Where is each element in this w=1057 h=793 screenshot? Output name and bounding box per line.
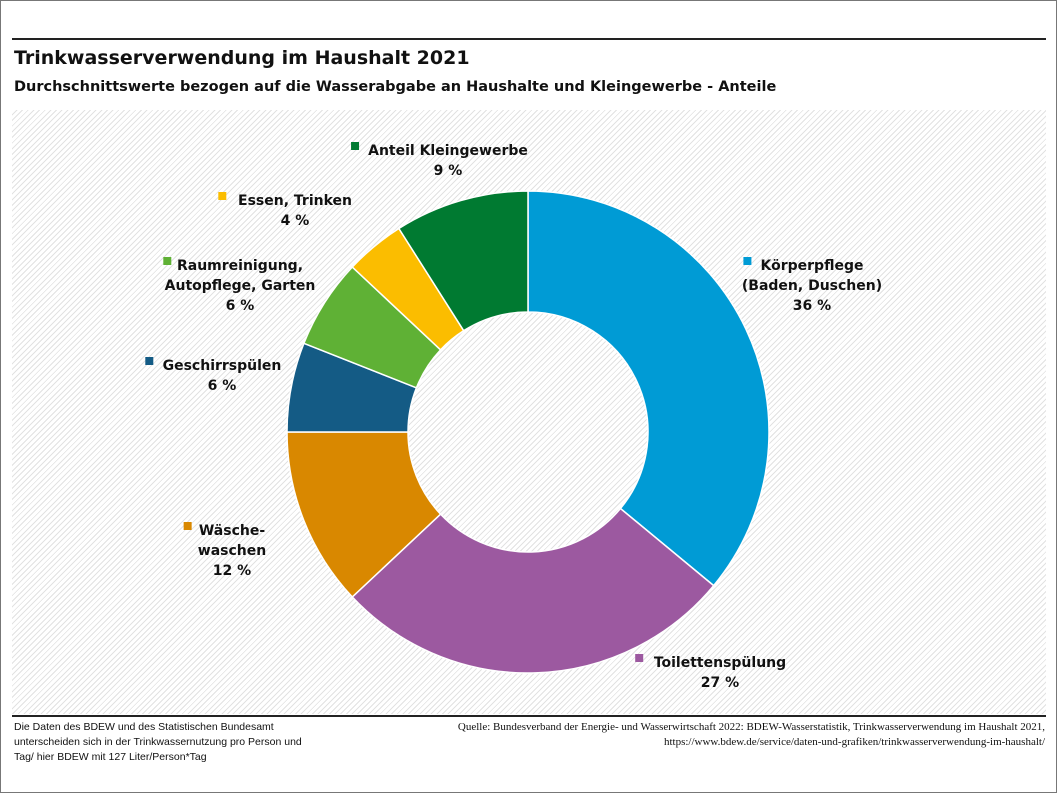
- source-line-2[interactable]: https://www.bdew.de/service/daten-und-gr…: [663, 736, 1045, 748]
- legend-swatch: [163, 257, 172, 265]
- slice-label-0: Körperpflege (Baden, Duschen) 36 %: [742, 257, 882, 314]
- slice-name: Körperpflege: [761, 258, 864, 274]
- source-line-1: Quelle: Bundesverband der Energie- und W…: [457, 721, 1045, 733]
- slice-label-4: Raumreinigung, Autopflege, Garten 6 %: [163, 257, 315, 314]
- legend-swatch: [218, 192, 227, 200]
- slice-name: waschen: [198, 543, 266, 559]
- source: Quelle: Bundesverband der Energie- und W…: [458, 720, 1045, 750]
- legend-swatch: [743, 257, 752, 265]
- slice-value: 6 %: [208, 378, 237, 394]
- slice-value: 4 %: [281, 213, 310, 229]
- slice-name: Anteil Kleingewerbe: [368, 143, 528, 159]
- slice-name: Autopflege, Garten: [165, 278, 316, 294]
- slice-value: 6 %: [226, 298, 255, 314]
- slice-value: 12 %: [213, 563, 251, 579]
- slice-1: [351, 507, 715, 674]
- footer-rule: [12, 715, 1046, 717]
- legend-swatch: [635, 654, 644, 662]
- slice-label-3: Geschirrspülen 6 %: [145, 357, 281, 394]
- slice-label-6: Anteil Kleingewerbe 9 %: [351, 142, 528, 179]
- legend-swatch: [351, 142, 360, 150]
- slice-0: [527, 190, 770, 587]
- slice-6: [397, 190, 529, 332]
- legend-swatch: [183, 522, 192, 530]
- slice-label-2: Wäsche-waschen 12 %: [183, 522, 266, 579]
- slice-name: Wäsche-: [199, 523, 265, 539]
- slice-2: [286, 431, 442, 599]
- slice-name: Geschirrspülen: [163, 358, 282, 374]
- slice-value: 27 %: [701, 675, 739, 691]
- slice-name: (Baden, Duschen): [742, 278, 882, 294]
- slice-value: 9 %: [434, 163, 463, 179]
- slice-name: Raumreinigung,: [177, 258, 303, 274]
- slice-value: 36 %: [793, 298, 831, 314]
- slice-label-1: Toilettenspülung 27 %: [635, 654, 786, 691]
- top-rule: [12, 38, 1046, 40]
- slice-label-5: Essen, Trinken 4 %: [218, 192, 352, 229]
- footer-note: Die Daten des BDEW und des Statistischen…: [14, 721, 302, 763]
- legend-swatch: [145, 357, 154, 365]
- slice-name: Essen, Trinken: [238, 193, 352, 209]
- chart-title: Trinkwasserverwendung im Haushalt 2021: [14, 47, 470, 69]
- slice-name: Toilettenspülung: [654, 655, 786, 671]
- chart-subtitle: Durchschnittswerte bezogen auf die Wasse…: [14, 79, 777, 95]
